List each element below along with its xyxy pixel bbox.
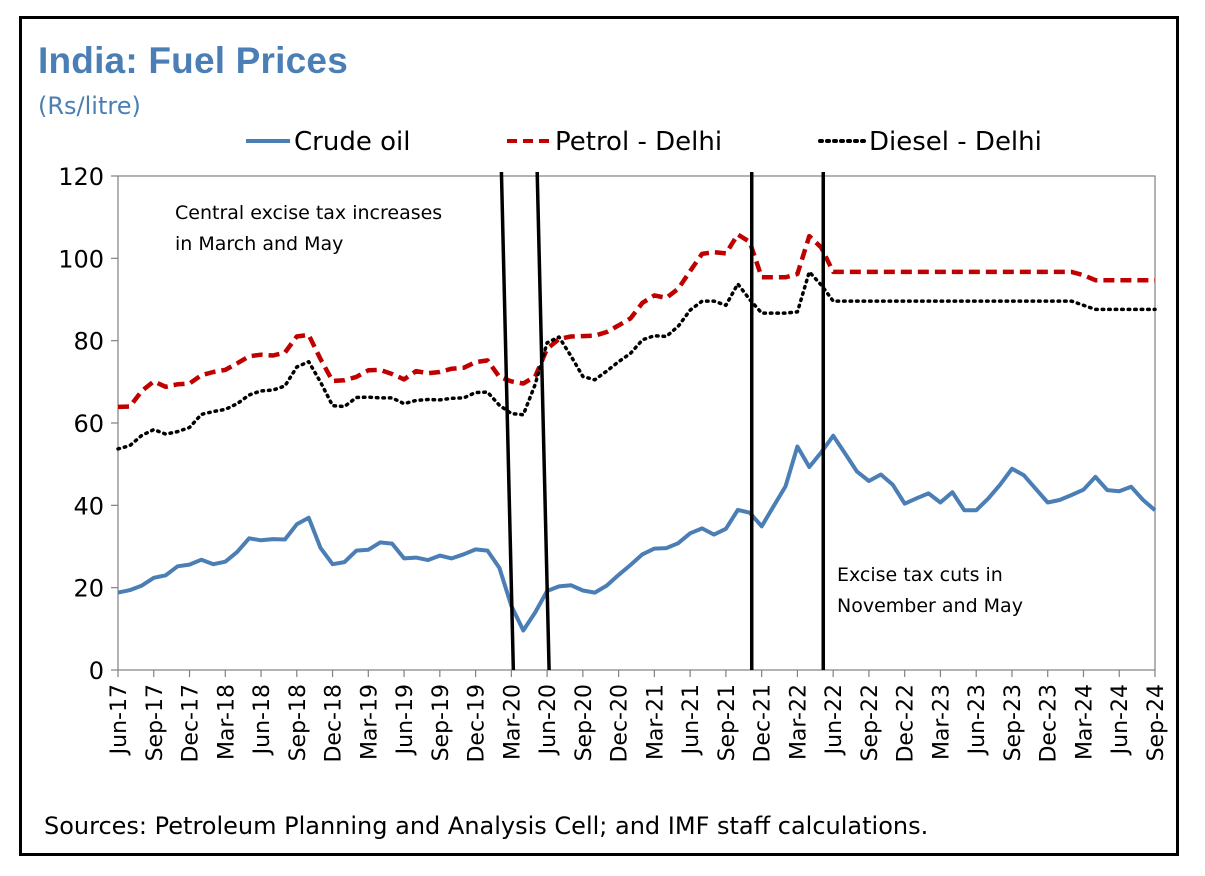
annotations: Central excise tax increases in March an… [175, 202, 1023, 617]
event-vertical-line [499, 171, 516, 671]
x-tick-label: Jun-22 [822, 684, 847, 756]
x-tick-label: Mar-21 [643, 684, 668, 760]
axes: 0 20 40 60 80 100 120 Jun-17 Sep-17 Dec-17 Mar-18 J… [58, 163, 1169, 763]
annotation-excise-cut-line1: Excise tax cuts in [837, 564, 1003, 586]
x-tick-label: Sep-24 [1144, 684, 1169, 761]
x-tick-label: Jun-17 [107, 684, 132, 756]
x-tick-label: Jun-20 [536, 684, 561, 756]
x-tick-label: Mar-20 [500, 684, 525, 760]
x-tick-label: Dec-17 [179, 684, 204, 763]
x-tick-label: Sep-20 [572, 684, 597, 761]
legend: Crude oil Petrol - Delhi Diesel - Delhi [246, 127, 1042, 157]
chart-title: India: Fuel Prices [38, 40, 348, 81]
event-vertical-line [535, 171, 551, 671]
annotation-excise-increase-line1: Central excise tax increases [175, 202, 442, 224]
series-lines [116, 232, 1157, 633]
x-tick-label: Mar-24 [1072, 684, 1097, 760]
x-tick-label: Dec-21 [751, 684, 776, 763]
x-tick-label: Sep-23 [1001, 684, 1026, 761]
x-tick-label: Dec-20 [608, 684, 633, 763]
x-tick-label: Jun-23 [965, 684, 990, 756]
x-tick-label: Jun-18 [250, 684, 275, 756]
y-tick-label: 40 [73, 492, 104, 520]
legend-label-crude-oil: Crude oil [294, 127, 410, 157]
chart-subtitle: (Rs/litre) [38, 92, 141, 120]
x-tick-label: Mar-23 [929, 684, 954, 760]
annotation-excise-cut-line2: November and May [837, 595, 1023, 617]
x-tick-label: Jun-21 [679, 684, 704, 756]
crude-oil-line [117, 433, 1157, 633]
x-tick-label: Dec-23 [1037, 684, 1062, 763]
x-tick-label: Sep-21 [715, 684, 740, 761]
legend-label-petrol: Petrol - Delhi [555, 127, 722, 157]
x-tick-label: Sep-19 [429, 684, 454, 761]
x-tick-label: Mar-22 [786, 684, 811, 760]
diesel-delhi-line [116, 270, 1157, 451]
x-tick-label: Sep-17 [143, 684, 168, 761]
x-tick-label: Jun-19 [393, 684, 418, 756]
petrol-delhi-line [117, 232, 1155, 410]
x-tick-label: Jun-24 [1108, 684, 1133, 756]
y-tick-label: 80 [73, 328, 104, 356]
event-lines [499, 171, 826, 671]
x-tick-label: Sep-18 [286, 684, 311, 761]
x-tick-label: Mar-19 [357, 684, 382, 760]
chart-frame [19, 16, 1179, 856]
x-tick-label: Mar-18 [214, 684, 239, 760]
y-tick-label: 60 [73, 410, 104, 438]
x-tick-label: Dec-22 [894, 684, 919, 763]
y-tick-label: 20 [73, 575, 104, 603]
x-tick-label: Sep-22 [858, 684, 883, 761]
chart-source: Sources: Petroleum Planning and Analysis… [44, 812, 929, 840]
annotation-excise-increase-line2: in March and May [175, 233, 343, 255]
y-tick-label: 0 [89, 657, 104, 685]
y-tick-label: 100 [58, 245, 104, 273]
legend-label-diesel: Diesel - Delhi [869, 127, 1042, 157]
y-tick-label: 120 [58, 163, 104, 191]
x-tick-label: Dec-19 [465, 684, 490, 763]
x-tick-label: Dec-18 [322, 684, 347, 763]
